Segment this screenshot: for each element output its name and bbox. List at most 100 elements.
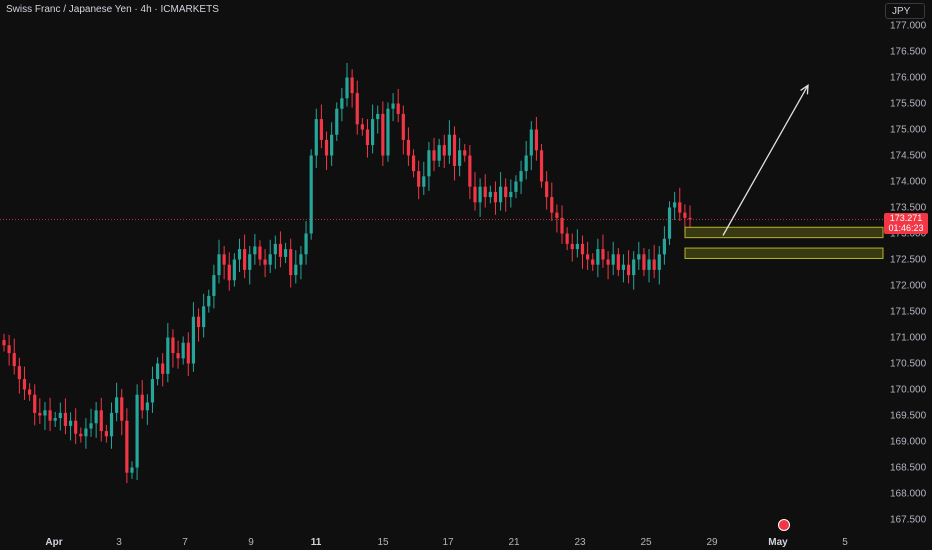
candle-body [63, 412, 68, 426]
candle-body [683, 212, 687, 218]
currency-button[interactable]: JPY [885, 3, 925, 19]
candle-body [519, 171, 523, 182]
price-tick: 176.000 [890, 72, 927, 83]
candle-body [27, 389, 32, 395]
price-tick: 169.000 [890, 436, 927, 447]
candle-body [647, 259, 651, 270]
candle-body [422, 176, 426, 187]
candle-body [145, 402, 149, 411]
price-tick: 172.000 [890, 280, 927, 291]
candle-body [33, 394, 37, 413]
candle-body [115, 397, 119, 413]
candle-body [381, 113, 385, 156]
candle-body [560, 217, 564, 234]
price-tick: 175.500 [890, 98, 927, 109]
candle-body [2, 340, 6, 346]
candle-body [616, 254, 620, 270]
time-tick: 17 [442, 537, 454, 548]
candle-body [68, 420, 73, 426]
candle-body [324, 139, 329, 156]
candle-body [657, 254, 661, 270]
demand-zones[interactable] [684, 226, 884, 259]
candle-body [473, 186, 477, 203]
candle-body [391, 103, 395, 109]
candle-body [340, 98, 344, 109]
price-tick: 173.500 [890, 202, 927, 213]
candle-body [360, 124, 364, 130]
candle-body [463, 150, 467, 156]
time-tick: 3 [116, 537, 122, 548]
candle-body [217, 254, 221, 276]
candle-body [662, 238, 667, 255]
time-tick: 15 [377, 537, 389, 548]
candle-body [48, 410, 52, 421]
time-tick: 5 [842, 537, 848, 548]
price-tick: 170.500 [890, 358, 927, 369]
price-tick: 168.000 [890, 488, 927, 499]
arrow-line [722, 84, 809, 236]
bar-countdown: 01:46:23 [888, 223, 924, 233]
candle-body [212, 275, 216, 296]
price-tick: 171.500 [890, 306, 927, 317]
candle-body [53, 418, 57, 421]
candle-body [135, 394, 139, 468]
time-tick: 7 [182, 537, 188, 548]
arrow-head [800, 83, 809, 95]
candle-body [299, 254, 303, 265]
candle-body [89, 423, 93, 429]
candle-body [478, 186, 482, 203]
candle-body [278, 243, 283, 257]
candle-body [109, 412, 114, 437]
time-tick: 25 [640, 537, 652, 548]
candle-body [442, 145, 446, 156]
candle-body [104, 431, 108, 437]
candle-body [232, 259, 236, 281]
candle-body [161, 363, 165, 374]
candle-body [488, 191, 492, 198]
candle-body [370, 119, 375, 146]
candle-body [263, 259, 267, 265]
symbol-title: Swiss Franc / Japanese Yen · 4h · ICMARK… [6, 4, 219, 15]
candle-body [207, 295, 211, 307]
candle-body [17, 366, 21, 380]
candle-body [529, 129, 533, 156]
economic-event-icon[interactable] [778, 519, 790, 531]
candle-body [84, 428, 88, 437]
candle-body [626, 264, 631, 276]
candle-body [432, 150, 436, 161]
time-tick: 29 [706, 537, 718, 548]
time-tick: 9 [248, 537, 254, 548]
candle-body [12, 353, 16, 367]
candle-body [524, 155, 528, 172]
candle-body [243, 249, 247, 270]
candle-body [570, 243, 574, 250]
candle-body [396, 103, 400, 114]
candle-body [345, 77, 349, 99]
candle-body [539, 150, 544, 182]
candle-body [99, 410, 103, 432]
candle-body [227, 264, 231, 281]
candle-body [606, 259, 610, 265]
upper-demand-zone [684, 226, 884, 239]
projection-arrow[interactable] [722, 83, 809, 236]
candle-body [58, 412, 62, 419]
candle-body [580, 243, 585, 255]
candle-body [514, 181, 518, 192]
candle-body [273, 243, 277, 255]
candle-body [355, 93, 359, 125]
price-tick: 171.000 [890, 332, 927, 343]
candle-body [22, 379, 27, 390]
price-tick: 175.000 [890, 124, 927, 135]
candle-body [545, 181, 549, 198]
candle-body [166, 337, 170, 374]
candle-body [550, 197, 554, 213]
candle-body [586, 254, 590, 260]
candle-body [601, 249, 605, 260]
last-price-value: 173.271 [889, 213, 923, 223]
candle-body [386, 108, 390, 156]
candle-body [678, 202, 682, 213]
lower-demand-zone [684, 247, 884, 259]
candle-body [642, 254, 646, 270]
last-price-tag: 173.271 01:46:23 [884, 213, 928, 234]
